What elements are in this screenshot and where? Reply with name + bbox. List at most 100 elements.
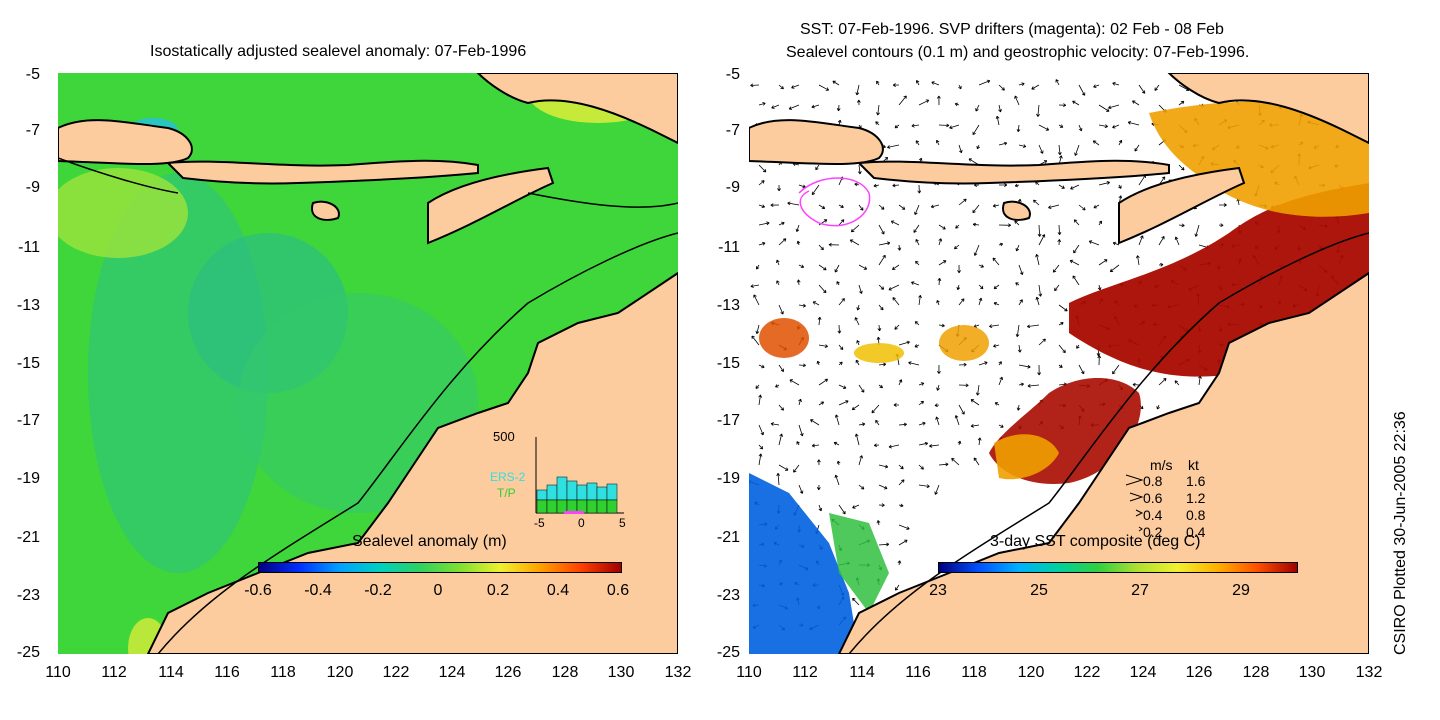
velocity-arrow <box>1057 239 1062 246</box>
velocity-arrow <box>954 244 960 250</box>
velocity-arrow <box>1017 344 1022 353</box>
velocity-arrow <box>751 335 760 346</box>
velocity-arrow <box>755 324 760 334</box>
mid-sst-patch <box>854 343 904 363</box>
colorbar-tick: 0.2 <box>486 582 510 599</box>
velocity-arrow <box>936 299 940 306</box>
velocity-arrow <box>1076 344 1080 349</box>
lesser-sunda-islands <box>856 159 1170 185</box>
sumba-island <box>1002 200 1031 221</box>
velocity-arrow <box>938 224 946 230</box>
velocity-arrow <box>878 254 886 266</box>
velocity-arrow <box>936 384 940 391</box>
velocity-arrow <box>1058 184 1065 189</box>
velocity-arrow <box>1156 404 1160 410</box>
velocity-arrow <box>1136 255 1140 266</box>
velocity-arrow <box>1027 324 1040 329</box>
velocity-arrow <box>1178 223 1185 228</box>
colorbar-tick: 0.4 <box>546 582 570 599</box>
y-tick-label: -5 <box>25 66 40 83</box>
high-anomaly-region <box>58 168 188 258</box>
velocity-arrow <box>758 241 766 246</box>
velocity-arrow <box>1052 264 1060 273</box>
velocity-arrow <box>898 204 906 210</box>
velocity-arrow <box>854 433 860 446</box>
left-colorbar-label: Sealevel anomaly (m) <box>352 533 507 550</box>
left-panel-title: Isostatically adjusted sealevel anomaly:… <box>150 43 527 60</box>
x-tick-label: 110 <box>45 664 71 681</box>
velocity-arrow <box>854 317 860 326</box>
velocity-arrow <box>1174 380 1180 386</box>
velocity-arrow <box>938 123 950 128</box>
right-panel-title-line2: Sealevel contours (0.1 m) and geostrophi… <box>786 44 1250 61</box>
velocity-arrow <box>938 462 949 467</box>
velocity-arrow <box>778 84 784 90</box>
y-tick-label: -7 <box>25 122 40 139</box>
velocity-arrow <box>878 503 885 508</box>
velocity-arrow <box>1178 100 1185 106</box>
velocity-arrow <box>856 340 860 346</box>
velocity-arrow <box>993 344 1000 348</box>
sealevel-anomaly-map <box>58 73 678 654</box>
velocity-arrow <box>1054 284 1060 292</box>
colorbar-tick: -0.4 <box>304 582 332 599</box>
velocity-arrow <box>975 384 980 396</box>
velocity-arrow <box>834 474 840 486</box>
velocity-arrow <box>798 398 802 406</box>
velocity-arrow <box>818 244 824 251</box>
x-tick-label: 124 <box>438 664 466 681</box>
velocity-arrow <box>956 284 961 291</box>
velocity-arrow <box>1057 224 1062 236</box>
velocity-arrow <box>898 379 903 386</box>
velocity-arrow <box>1158 236 1165 246</box>
velocity-arrow <box>858 204 864 211</box>
x-tick-label: 122 <box>1073 664 1101 681</box>
velocity-arrow <box>977 437 982 446</box>
velocity-arrow <box>812 301 820 306</box>
velocity-legend-kt: 0.4 <box>1186 524 1206 540</box>
velocity-arrow <box>911 123 920 128</box>
velocity-arrow <box>887 144 900 149</box>
right-panel-title-line1: SST: 07-Feb-1996. SVP drifters (magenta)… <box>800 21 1224 38</box>
velocity-arrow <box>770 422 780 426</box>
velocity-arrow <box>798 484 804 494</box>
velocity-arrow <box>1038 338 1046 346</box>
velocity-arrow <box>1037 364 1042 376</box>
velocity-arrow <box>978 361 988 366</box>
velocity-arrow <box>855 84 860 96</box>
velocity-arrow <box>1058 124 1064 128</box>
velocity-arrow <box>873 443 880 448</box>
colorbar-tick: -0.2 <box>364 582 392 599</box>
velocity-arrow <box>975 104 980 112</box>
velocity-arrow <box>938 260 947 266</box>
velocity-arrow <box>777 184 781 192</box>
mid-sst-patch <box>939 325 989 361</box>
velocity-arrow <box>858 422 866 427</box>
velocity-arrow <box>918 99 930 106</box>
velocity-arrow <box>934 484 940 495</box>
histogram-series-label-ers2: ERS-2 <box>490 470 526 484</box>
mid-sst-patch <box>759 318 809 358</box>
velocity-arrow <box>816 360 821 366</box>
y-tick-label: -13 <box>716 297 740 314</box>
velocity-arrow <box>1092 140 1100 146</box>
velocity-arrow <box>1074 144 1080 156</box>
velocity-arrow <box>973 244 980 256</box>
velocity-arrow <box>895 584 900 591</box>
velocity-arrow <box>914 204 920 216</box>
y-tick-label: -9 <box>25 179 40 196</box>
velocity-arrow <box>878 284 885 290</box>
velocity-arrow <box>995 115 1000 126</box>
velocity-arrow <box>798 303 806 308</box>
velocity-arrow <box>858 264 868 270</box>
mid-sst-region <box>994 434 1059 480</box>
velocity-arrow <box>918 400 924 406</box>
velocity-arrow <box>857 164 862 175</box>
velocity-arrow <box>1070 184 1080 190</box>
velocity-arrow <box>756 264 760 270</box>
velocity-arrow <box>1038 124 1050 131</box>
velocity-arrow <box>837 324 842 334</box>
velocity-arrow <box>1014 95 1020 106</box>
velocity-arrow <box>894 124 900 129</box>
sst-velocity-map <box>749 73 1369 654</box>
